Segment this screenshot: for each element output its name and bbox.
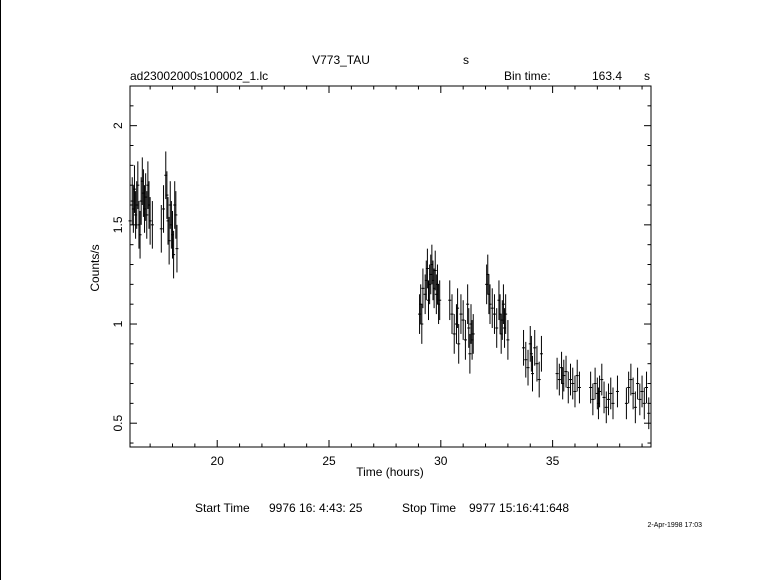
object-name: V773_TAU xyxy=(312,53,370,67)
date-stamp: 2-Apr-1998 17:03 xyxy=(648,522,703,529)
x-axis-label: Time (hours) xyxy=(356,465,424,479)
x-tick-label: 25 xyxy=(322,454,336,468)
x-tick-label: 20 xyxy=(211,454,225,468)
data-error-bars xyxy=(129,151,650,430)
object-unit: s xyxy=(463,53,469,67)
stop-time-value: 9977 15:16:41:648 xyxy=(469,501,569,515)
start-time-value: 9976 16: 4:43: 25 xyxy=(269,501,363,515)
tick-labels: 20 25 30 35 0.5 1 1.5 2 xyxy=(111,122,560,468)
y-tick-label: 2 xyxy=(111,122,125,129)
x-tick-label: 30 xyxy=(434,454,448,468)
data-points xyxy=(128,174,651,414)
file-name: ad23002000s100002_1.lc xyxy=(130,69,268,83)
axis-ticks xyxy=(130,85,651,447)
stop-time-label: Stop Time xyxy=(402,501,456,515)
y-axis-label: Counts/s xyxy=(88,244,102,291)
bin-time-label: Bin time: xyxy=(504,69,551,83)
bin-time-unit: s xyxy=(644,69,650,83)
y-tick-label: 0.5 xyxy=(111,415,125,432)
start-time-label: Start Time xyxy=(195,501,250,515)
plot-frame xyxy=(129,85,652,448)
y-tick-label: 1 xyxy=(111,320,125,327)
bin-time-value: 163.4 xyxy=(592,69,622,83)
x-tick-label: 35 xyxy=(546,454,560,468)
y-tick-label: 1.5 xyxy=(111,216,125,233)
